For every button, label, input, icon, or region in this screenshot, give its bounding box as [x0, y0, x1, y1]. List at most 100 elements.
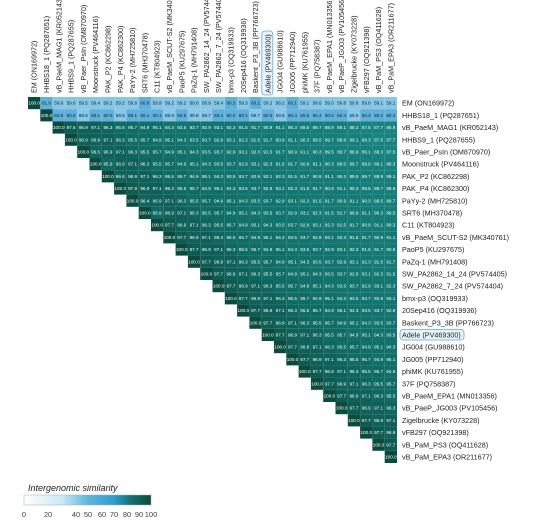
heatmap-cell — [360, 341, 373, 354]
cell-value-label: 94.9 — [202, 186, 211, 191]
cell-value-label: 88.3 — [362, 137, 371, 142]
cell-value-label: 100.0 — [250, 320, 262, 325]
heatmap-cell — [151, 194, 164, 207]
heatmap-cell — [310, 219, 324, 232]
cell-value-label: 94.3 — [325, 284, 334, 289]
heatmap-cell — [310, 121, 324, 134]
heatmap-cell — [151, 170, 164, 183]
cell-value-label: 90.9 — [276, 137, 285, 142]
heatmap-cell — [347, 170, 361, 183]
cell-value-label: 91.7 — [251, 125, 260, 130]
heatmap-cell — [237, 182, 250, 195]
heatmap-cell — [298, 194, 311, 207]
heatmap-cell — [323, 121, 336, 134]
column-label: SW_PA2862_7_24 (PV574404) — [214, 0, 223, 93]
cell-value-label: 93.5 — [337, 284, 346, 289]
heatmap-cell — [274, 170, 287, 183]
heatmap-cell — [286, 267, 299, 280]
heatmap-cell — [335, 133, 348, 146]
cell-value-label: 95.1 — [251, 223, 260, 228]
cell-value-label: 93.1 — [374, 284, 383, 289]
cell-value-label: 97.1 — [202, 235, 211, 240]
cell-value-label: 94.3 — [239, 198, 248, 203]
heatmap-cell — [372, 341, 385, 354]
heatmap-cell — [224, 182, 238, 195]
heatmap-cell — [200, 267, 213, 280]
cell-value-label: 95.7 — [226, 223, 235, 228]
cell-value-label: 95.7 — [177, 174, 186, 179]
cell-value-label: 95.5 — [288, 296, 297, 301]
cell-value-label: 94.3 — [362, 320, 371, 325]
heatmap-cell — [77, 133, 90, 146]
cell-value-label: 97.7 — [313, 369, 322, 374]
cell-value-label: 95.5 — [239, 247, 248, 252]
heatmap-cell — [310, 267, 324, 280]
cell-value-label: 93.5 — [276, 223, 285, 228]
cell-value-label: 100.0 — [373, 442, 385, 447]
heatmap-cell — [114, 97, 127, 110]
cell-value-label: 91.1 — [325, 174, 334, 179]
cell-value-label: 97.1 — [362, 394, 371, 399]
heatmap-cell — [360, 109, 373, 122]
cell-value-label: 90.3 — [300, 137, 309, 142]
heatmap-cell — [310, 182, 324, 195]
cell-value-label: 96.3 — [288, 308, 297, 313]
cell-value-label: 96.3 — [337, 357, 346, 362]
row-label: PaoP5 (KU297675) — [402, 245, 464, 254]
row-label: PaYy-2 (MH725810) — [402, 196, 468, 205]
heatmap-cell — [151, 109, 164, 122]
heatmap-cell — [384, 231, 397, 244]
heatmap-cell — [89, 97, 102, 110]
heatmap-cell — [237, 280, 250, 293]
cell-value-label: 97.7 — [251, 308, 260, 313]
heatmap-cell — [323, 145, 336, 158]
heatmap-cell — [274, 280, 287, 293]
cell-value-label: 100.0 — [53, 125, 65, 130]
heatmap-cell — [224, 121, 238, 134]
cell-value-label: 95.1 — [300, 272, 309, 277]
cell-value-label: 100.0 — [28, 101, 40, 106]
heatmap-cell — [372, 353, 385, 366]
cell-value-label: 91.5 — [362, 247, 371, 252]
heatmap-cell — [372, 145, 385, 158]
heatmap-cell — [274, 304, 287, 317]
heatmap-cell — [372, 328, 385, 341]
cell-value-label: 88.9 — [386, 186, 395, 191]
heatmap-cell — [200, 170, 213, 183]
cell-value-label: 96.9 — [103, 150, 112, 155]
heatmap-cell — [212, 231, 225, 244]
heatmap-cell — [126, 170, 139, 183]
heatmap-cell — [175, 170, 188, 183]
heatmap-cell — [114, 145, 127, 158]
heatmap-cell — [323, 255, 336, 268]
heatmap-cell — [212, 219, 225, 232]
column-label: PaZq-1 (MH791408) — [190, 27, 199, 93]
cell-value-label: 95.1 — [276, 247, 285, 252]
cell-value-label: 96.3 — [128, 150, 137, 155]
heatmap-cell — [237, 133, 250, 146]
heatmap-cell — [77, 97, 90, 110]
cell-value-label: 97.1 — [165, 198, 174, 203]
legend-colorbar — [23, 494, 152, 506]
heatmap-cell — [151, 121, 164, 134]
cell-value-label: 95.7 — [276, 272, 285, 277]
heatmap-cell — [52, 121, 65, 134]
heatmap-cell — [212, 158, 225, 171]
column-label: vB_PaeM_MAG1 (KR052143) — [54, 0, 63, 93]
heatmap-cell — [298, 109, 311, 122]
heatmap-cell — [347, 328, 361, 341]
heatmap-cell — [360, 121, 373, 134]
heatmap-cell — [224, 194, 238, 207]
cell-value-label: 91.7 — [288, 162, 297, 167]
legend-tick-label: 40 — [72, 510, 80, 519]
cell-value-label: 60.0 — [103, 113, 112, 118]
heatmap-cell — [298, 304, 311, 317]
cell-value-label: 91.5 — [263, 150, 272, 155]
cell-value-label: 97.1 — [337, 369, 346, 374]
cell-value-label: 95.5 — [202, 211, 211, 216]
cell-value-label: 94.9 — [239, 223, 248, 228]
cell-value-label: 95.5 — [116, 125, 125, 130]
heatmap-cell — [89, 158, 102, 171]
heatmap-cell — [286, 219, 299, 232]
cell-value-label: 94.9 — [214, 198, 223, 203]
